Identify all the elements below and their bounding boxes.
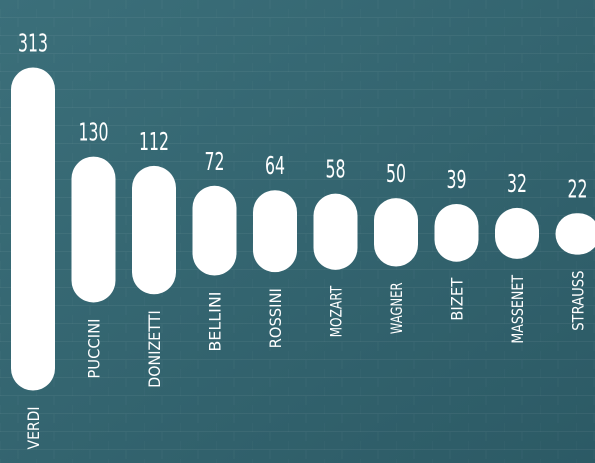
category-labels-group: VERDI PUCCINI DONIZETTI BELLINI ROSSINI MOZAR… (24, 271, 588, 450)
value-label-mozart: 58 (326, 155, 346, 184)
value-label-rossini: 64 (265, 151, 285, 180)
category-label-rossini: ROSSINI (266, 288, 285, 348)
bar-mozart (313, 193, 358, 270)
value-label-strauss: 22 (568, 174, 588, 203)
bars-group (11, 67, 595, 391)
value-label-verdi: 313 (18, 29, 48, 58)
bar-bellini (192, 185, 237, 276)
category-label-mozart: MOZART (327, 286, 346, 338)
category-label-bellini: BELLINI (206, 291, 225, 351)
category-label-donizetti: DONIZETTI (145, 310, 164, 387)
bar-rossini (253, 190, 297, 273)
value-label-donizetti: 112 (139, 127, 169, 156)
bar-strauss (555, 213, 595, 255)
value-labels-group: 313 130 112 72 64 58 50 39 32 22 (18, 29, 588, 204)
value-label-massenet: 32 (507, 169, 527, 198)
bar-wagner (374, 198, 418, 267)
category-label-strauss: STRAUSS (569, 271, 588, 331)
category-label-wagner: WAGNER (387, 283, 406, 335)
value-label-bellini: 72 (205, 147, 225, 176)
bar-donizetti (132, 165, 176, 295)
bar-bizet (434, 203, 479, 262)
bar-verdi (11, 67, 55, 391)
value-label-bizet: 39 (447, 165, 467, 194)
bar-puccini (71, 156, 116, 303)
bar-massenet (495, 207, 539, 259)
value-label-puccini: 130 (79, 118, 109, 147)
value-label-wagner: 50 (386, 159, 406, 188)
category-label-bizet: BIZET (448, 278, 467, 321)
category-label-verdi: VERDI (24, 406, 43, 449)
category-label-puccini: PUCCINI (85, 318, 104, 378)
category-label-massenet: MASSENET (508, 275, 527, 344)
